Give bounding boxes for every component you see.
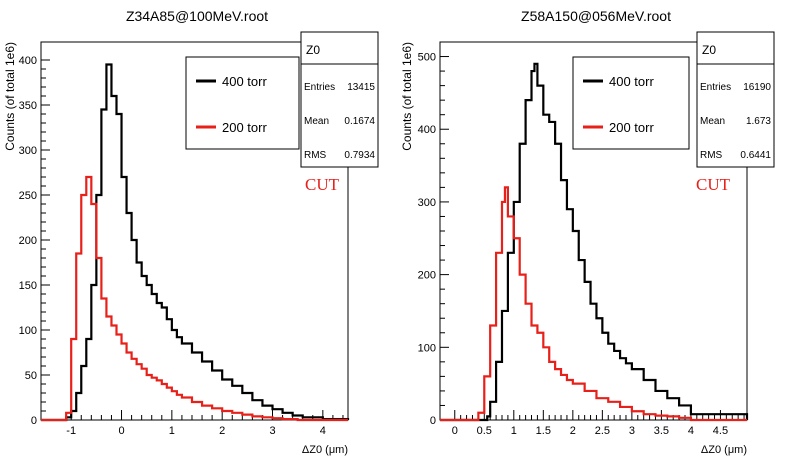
y-tick-label: 350 xyxy=(19,100,37,112)
x-tick-label: 4.5 xyxy=(713,425,728,437)
chart-title: Z58A150@056MeV.root xyxy=(521,8,671,24)
legend-label: 400 torr xyxy=(609,74,654,89)
cut-annotation: CUT xyxy=(696,175,731,194)
x-tick-label: 2 xyxy=(570,425,576,437)
cut-annotation: CUT xyxy=(305,175,340,194)
stats-row-value: 0.6441 xyxy=(740,150,771,161)
y-tick-label: 200 xyxy=(418,270,436,282)
legend-label: 400 torr xyxy=(222,74,267,89)
y-tick-label: 0 xyxy=(31,415,37,427)
y-tick-label: 250 xyxy=(19,190,37,202)
stats-name: Z0 xyxy=(306,43,320,57)
stats-box xyxy=(696,31,775,168)
x-tick-label: 3.5 xyxy=(654,425,669,437)
y-tick-label: 300 xyxy=(19,145,37,157)
stats-row-label: Mean xyxy=(304,116,329,127)
legend-label: 200 torr xyxy=(609,120,654,135)
stats-box xyxy=(300,31,379,168)
x-axis-label: ΔZ0 (μm) xyxy=(302,444,348,456)
stats-name: Z0 xyxy=(702,43,716,57)
y-tick-label: 50 xyxy=(25,370,37,382)
x-tick-label: 2.5 xyxy=(595,425,610,437)
x-tick-label: 0.5 xyxy=(477,425,492,437)
x-tick-label: -1 xyxy=(66,425,76,437)
y-tick-label: 100 xyxy=(19,325,37,337)
x-tick-label: 3 xyxy=(629,425,635,437)
x-tick-label: 0 xyxy=(118,425,124,437)
y-axis-label: Counts (of total 1e6) xyxy=(3,42,17,151)
y-tick-label: 150 xyxy=(19,280,37,292)
stats-row-value: 16190 xyxy=(743,82,771,93)
stats-row-value: 0.1674 xyxy=(344,116,375,127)
stats-row-value: 1.673 xyxy=(746,116,771,127)
series-line-400-torr xyxy=(440,62,749,422)
stats-row-label: Entries xyxy=(700,82,731,93)
legend-box xyxy=(185,56,300,150)
stats-row-label: Entries xyxy=(304,82,335,93)
x-tick-label: 2 xyxy=(219,425,225,437)
y-tick-label: 0 xyxy=(430,415,436,427)
x-tick-label: 1 xyxy=(511,425,517,437)
y-tick-label: 200 xyxy=(19,235,37,247)
stats-row-value: 0.7934 xyxy=(344,150,375,161)
y-tick-label: 400 xyxy=(19,55,37,67)
chart-panel-2: Z58A150@056MeV.root 0 100 200 300 400 500 0 0.5 1… xyxy=(400,8,775,456)
x-tick-label: 4 xyxy=(688,425,694,437)
x-tick-label: 0 xyxy=(452,425,458,437)
legend-label: 200 torr xyxy=(222,120,267,135)
x-axis-label: ΔZ0 (μm) xyxy=(701,444,747,456)
legend-box xyxy=(572,56,690,150)
x-tick-label: 1 xyxy=(169,425,175,437)
y-tick-label: 400 xyxy=(418,124,436,136)
chart-panel-1: Z34A85@100MeV.root 0 50 100 150 200 250 300 350 4… xyxy=(3,8,379,456)
chart-title: Z34A85@100MeV.root xyxy=(126,8,268,24)
x-tick-label: 1.5 xyxy=(536,425,551,437)
stats-row-value: 13415 xyxy=(347,82,375,93)
series-line-200-torr xyxy=(440,186,747,422)
series-line-400-torr xyxy=(41,63,350,422)
stats-row-label: RMS xyxy=(304,150,327,161)
series-line-200-torr xyxy=(41,175,348,422)
y-tick-label: 300 xyxy=(418,197,436,209)
x-tick-label: 4 xyxy=(320,425,326,437)
y-axis-label: Counts (of total 1e6) xyxy=(400,42,414,151)
y-tick-label: 500 xyxy=(418,52,436,64)
stats-row-label: Mean xyxy=(700,116,725,127)
x-tick-label: 3 xyxy=(269,425,275,437)
stats-row-label: RMS xyxy=(700,150,723,161)
y-tick-label: 100 xyxy=(418,342,436,354)
